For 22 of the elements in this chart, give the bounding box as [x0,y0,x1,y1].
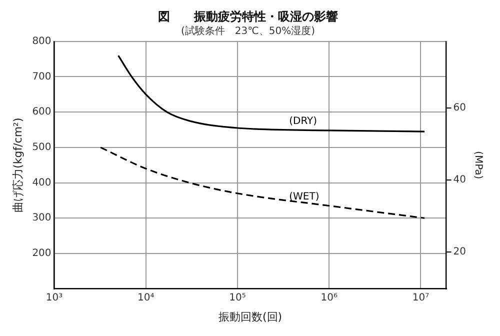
y-tick-label: 200 [32,248,52,260]
y2-axis-title: (MPa) [472,151,484,180]
y-tick-label: 500 [32,142,52,154]
y-tick-label: 800 [32,36,52,47]
x-tick-label: 10³ [46,292,63,304]
chart-title: 図 振動疲労特性・吸湿の影響 [158,9,338,24]
y-tick-label: 400 [32,177,52,188]
y-tick-label: 300 [32,212,52,224]
x-axis-title: 振動回数(回) [218,310,282,324]
x-tick-label: 10⁶ [320,292,338,304]
y-tick-label: 700 [32,71,52,82]
y2-tick-label: 20 [453,246,466,258]
series-label: (DRY) [289,116,318,128]
x-tick-label: 10⁵ [229,292,246,304]
chart-subtitle: (試験条件 23℃、50%湿度) [181,24,316,37]
y-axis-title: 曲げ応力(kgf/cm²) [11,118,24,212]
series-label: (WET) [289,191,320,202]
y2-tick-label: 60 [453,102,466,114]
x-tick-label: 10⁷ [412,292,430,304]
x-tick-label: 10⁴ [138,292,154,304]
y2-tick-label: 40 [453,174,466,186]
y-tick-label: 600 [32,106,52,118]
